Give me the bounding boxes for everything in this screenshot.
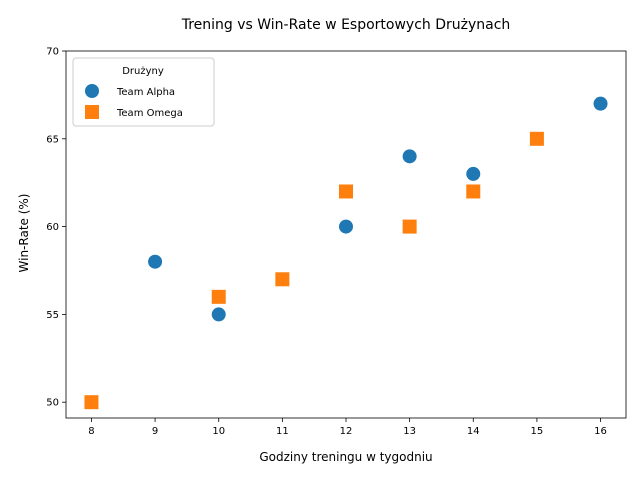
team-alpha-point: [402, 149, 417, 164]
x-axis-title: Godziny treningu w tygodniu: [259, 450, 432, 464]
team-omega-point: [211, 289, 226, 304]
legend-box: [72, 57, 215, 127]
y-tick-label: 65: [46, 134, 59, 145]
team-alpha-point: [466, 166, 481, 181]
x-tick-label: 11: [276, 426, 289, 437]
team-omega-point: [402, 219, 417, 234]
team-omega-point: [84, 395, 99, 410]
y-axis-title: Win-Rate (%): [17, 194, 31, 273]
x-tick-label: 14: [467, 426, 480, 437]
y-tick-label: 70: [46, 47, 59, 58]
team-omega-point: [339, 184, 353, 199]
team-alpha-point: [339, 219, 353, 234]
team-omega-point: [275, 272, 290, 287]
y-tick-label: 50: [46, 398, 59, 409]
data-markers: [84, 96, 608, 410]
x-tick-label: 10: [212, 426, 225, 437]
team-omega-point: [466, 184, 481, 199]
legend-marker-team-alpha: [85, 84, 99, 98]
chart-title: Trening vs Win-Rate w Esportowych Drużyn…: [181, 17, 511, 33]
team-alpha-point: [593, 96, 608, 111]
legend-label-team-omega: Team Omega: [116, 108, 183, 119]
x-axis: 8 9 10 11 12 13 14 15 16: [88, 418, 607, 437]
x-tick-label: 12: [340, 426, 353, 437]
x-tick-label: 15: [531, 426, 544, 437]
x-tick-label: 9: [152, 426, 158, 437]
legend: Drużyny Team Alpha Team Omega: [72, 57, 215, 127]
y-axis: 50 55 60 65 70: [46, 47, 66, 409]
x-tick-label: 8: [88, 426, 94, 437]
team-alpha-point: [148, 254, 163, 269]
x-tick-label: 16: [594, 426, 607, 437]
legend-marker-team-omega: [85, 105, 99, 119]
legend-label-team-alpha: Team Alpha: [116, 87, 175, 98]
x-tick-label: 13: [403, 426, 416, 437]
legend-title: Drużyny: [122, 66, 164, 77]
team-omega-point: [529, 131, 544, 146]
y-tick-label: 55: [46, 310, 59, 321]
team-alpha-point: [211, 307, 226, 322]
y-tick-label: 60: [46, 222, 59, 233]
